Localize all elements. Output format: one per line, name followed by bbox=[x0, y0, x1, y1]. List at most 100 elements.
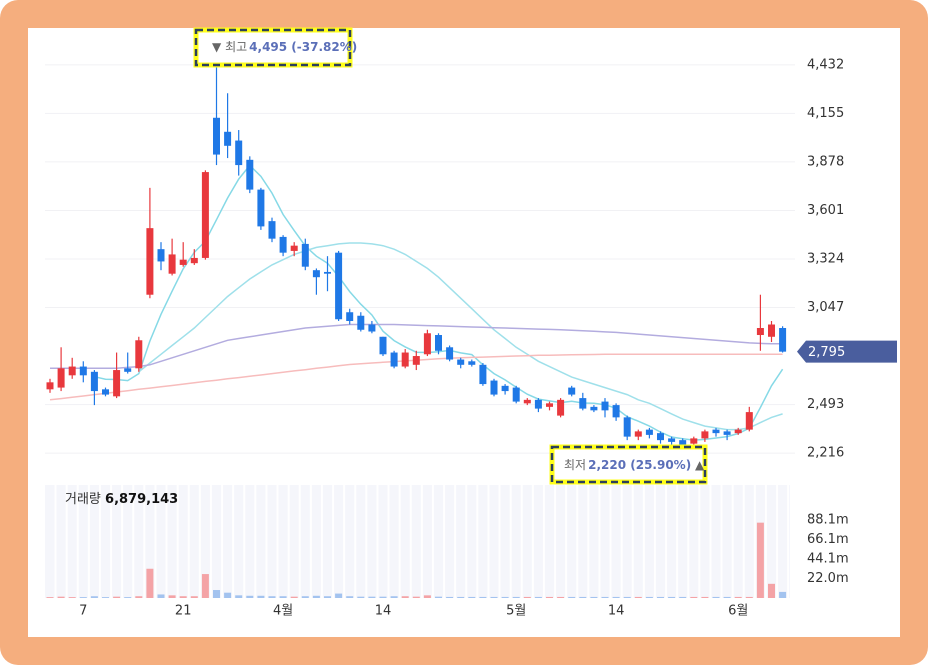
candle-body bbox=[590, 406, 598, 411]
volume-bar bbox=[423, 595, 431, 598]
candle-body bbox=[412, 356, 420, 365]
y-tick-label: 3,601 bbox=[807, 203, 844, 218]
volume-latest: 6,879,143 bbox=[105, 492, 178, 507]
volume-bar bbox=[523, 596, 531, 598]
value: 2,220 (25.90%) bbox=[588, 458, 691, 472]
volume-bar bbox=[756, 522, 764, 598]
volume-bar bbox=[179, 596, 187, 598]
y-tick-label: 2,216 bbox=[807, 446, 844, 461]
volume-bar bbox=[490, 596, 498, 598]
candle-body bbox=[557, 399, 565, 416]
candle-body bbox=[57, 368, 65, 388]
volume-bar bbox=[701, 596, 709, 598]
volume-bar bbox=[479, 596, 487, 598]
annotation-border bbox=[550, 445, 707, 484]
candle-body bbox=[168, 254, 176, 274]
volume-bar bbox=[623, 596, 631, 598]
candle-body bbox=[446, 347, 454, 360]
volume-title: 거래량 bbox=[65, 492, 101, 507]
candle-body bbox=[579, 398, 587, 409]
volume-bar bbox=[435, 596, 442, 598]
volume-bar bbox=[723, 596, 731, 598]
candle-body bbox=[490, 380, 498, 395]
volume-bar bbox=[113, 596, 121, 598]
volume-bar bbox=[468, 596, 476, 598]
candle-body bbox=[501, 385, 509, 392]
candle-body bbox=[102, 389, 109, 395]
y-tick-label: 4,155 bbox=[807, 106, 844, 121]
volume-bar bbox=[501, 596, 509, 598]
volume-bar bbox=[224, 592, 232, 598]
candle-body bbox=[435, 335, 442, 351]
volume-bar bbox=[235, 595, 243, 598]
y-tick-label: 3,878 bbox=[807, 154, 844, 169]
volume-bar bbox=[768, 583, 775, 598]
volume-bar bbox=[190, 596, 198, 598]
candle-body bbox=[690, 438, 698, 444]
candle-body bbox=[190, 257, 198, 264]
volume-bar bbox=[712, 596, 720, 598]
candle-body bbox=[401, 352, 409, 367]
volume-bar bbox=[79, 597, 87, 598]
label: 최고 bbox=[225, 40, 247, 54]
candle-body bbox=[235, 140, 243, 166]
volume-bar bbox=[412, 596, 420, 598]
volume-bar bbox=[324, 596, 331, 598]
moving-average-line bbox=[138, 242, 783, 431]
candle-body bbox=[257, 189, 265, 227]
volume-bar bbox=[390, 596, 398, 598]
volume-bar bbox=[301, 596, 309, 598]
price-tag-label: 2,795 bbox=[808, 345, 845, 360]
candle-body bbox=[324, 271, 331, 274]
candle-body bbox=[546, 403, 553, 407]
candle-body bbox=[734, 429, 742, 434]
candle-body bbox=[645, 429, 653, 435]
candle-body bbox=[179, 259, 187, 265]
candle-body bbox=[723, 431, 731, 435]
volume-bar bbox=[679, 596, 687, 598]
candle-body bbox=[346, 312, 354, 322]
candle-body bbox=[601, 401, 609, 411]
volume-bar bbox=[557, 596, 565, 598]
volume-bar bbox=[357, 596, 365, 598]
volume-bar bbox=[645, 596, 653, 598]
candle-body bbox=[423, 333, 431, 355]
x-tick-label: 21 bbox=[175, 604, 192, 619]
volume-bar bbox=[401, 596, 409, 598]
x-tick-label: 14 bbox=[375, 604, 392, 619]
volume-bar bbox=[246, 595, 254, 598]
candle-body bbox=[634, 431, 642, 437]
volume-bar bbox=[135, 596, 143, 598]
volume-bar bbox=[590, 596, 598, 598]
volume-tick-label: 22.0m bbox=[807, 571, 849, 586]
low-annotation: 최저 2,220 (25.90%) ▲ bbox=[549, 444, 708, 485]
candle-body bbox=[157, 249, 165, 262]
candle-body bbox=[779, 328, 787, 352]
candle-body bbox=[301, 243, 309, 267]
volume-bar bbox=[779, 591, 787, 598]
volume-bar bbox=[46, 597, 54, 598]
volume-bar bbox=[668, 596, 676, 598]
volume-bar bbox=[690, 596, 698, 598]
candle-body bbox=[523, 399, 531, 404]
volume-bar bbox=[168, 595, 176, 598]
candle-body bbox=[368, 324, 376, 332]
volume-bar bbox=[657, 596, 664, 598]
candle-body bbox=[390, 352, 398, 367]
x-tick-label: 7 bbox=[79, 604, 87, 619]
annotation-border bbox=[194, 28, 352, 67]
x-tick-label: 5월 bbox=[506, 604, 526, 619]
volume-bar bbox=[601, 596, 609, 598]
volume-bar bbox=[268, 596, 276, 598]
volume-bar bbox=[457, 596, 465, 598]
candle-body bbox=[479, 364, 487, 385]
candle-body bbox=[379, 336, 387, 355]
candle-body bbox=[357, 315, 365, 330]
candle-body bbox=[468, 361, 476, 365]
x-tick-label: 14 bbox=[608, 604, 625, 619]
volume-bar bbox=[534, 596, 542, 598]
candle-body bbox=[768, 324, 775, 337]
x-tick-label: 6월 bbox=[728, 604, 748, 619]
volume-tick-label: 88.1m bbox=[807, 512, 849, 527]
